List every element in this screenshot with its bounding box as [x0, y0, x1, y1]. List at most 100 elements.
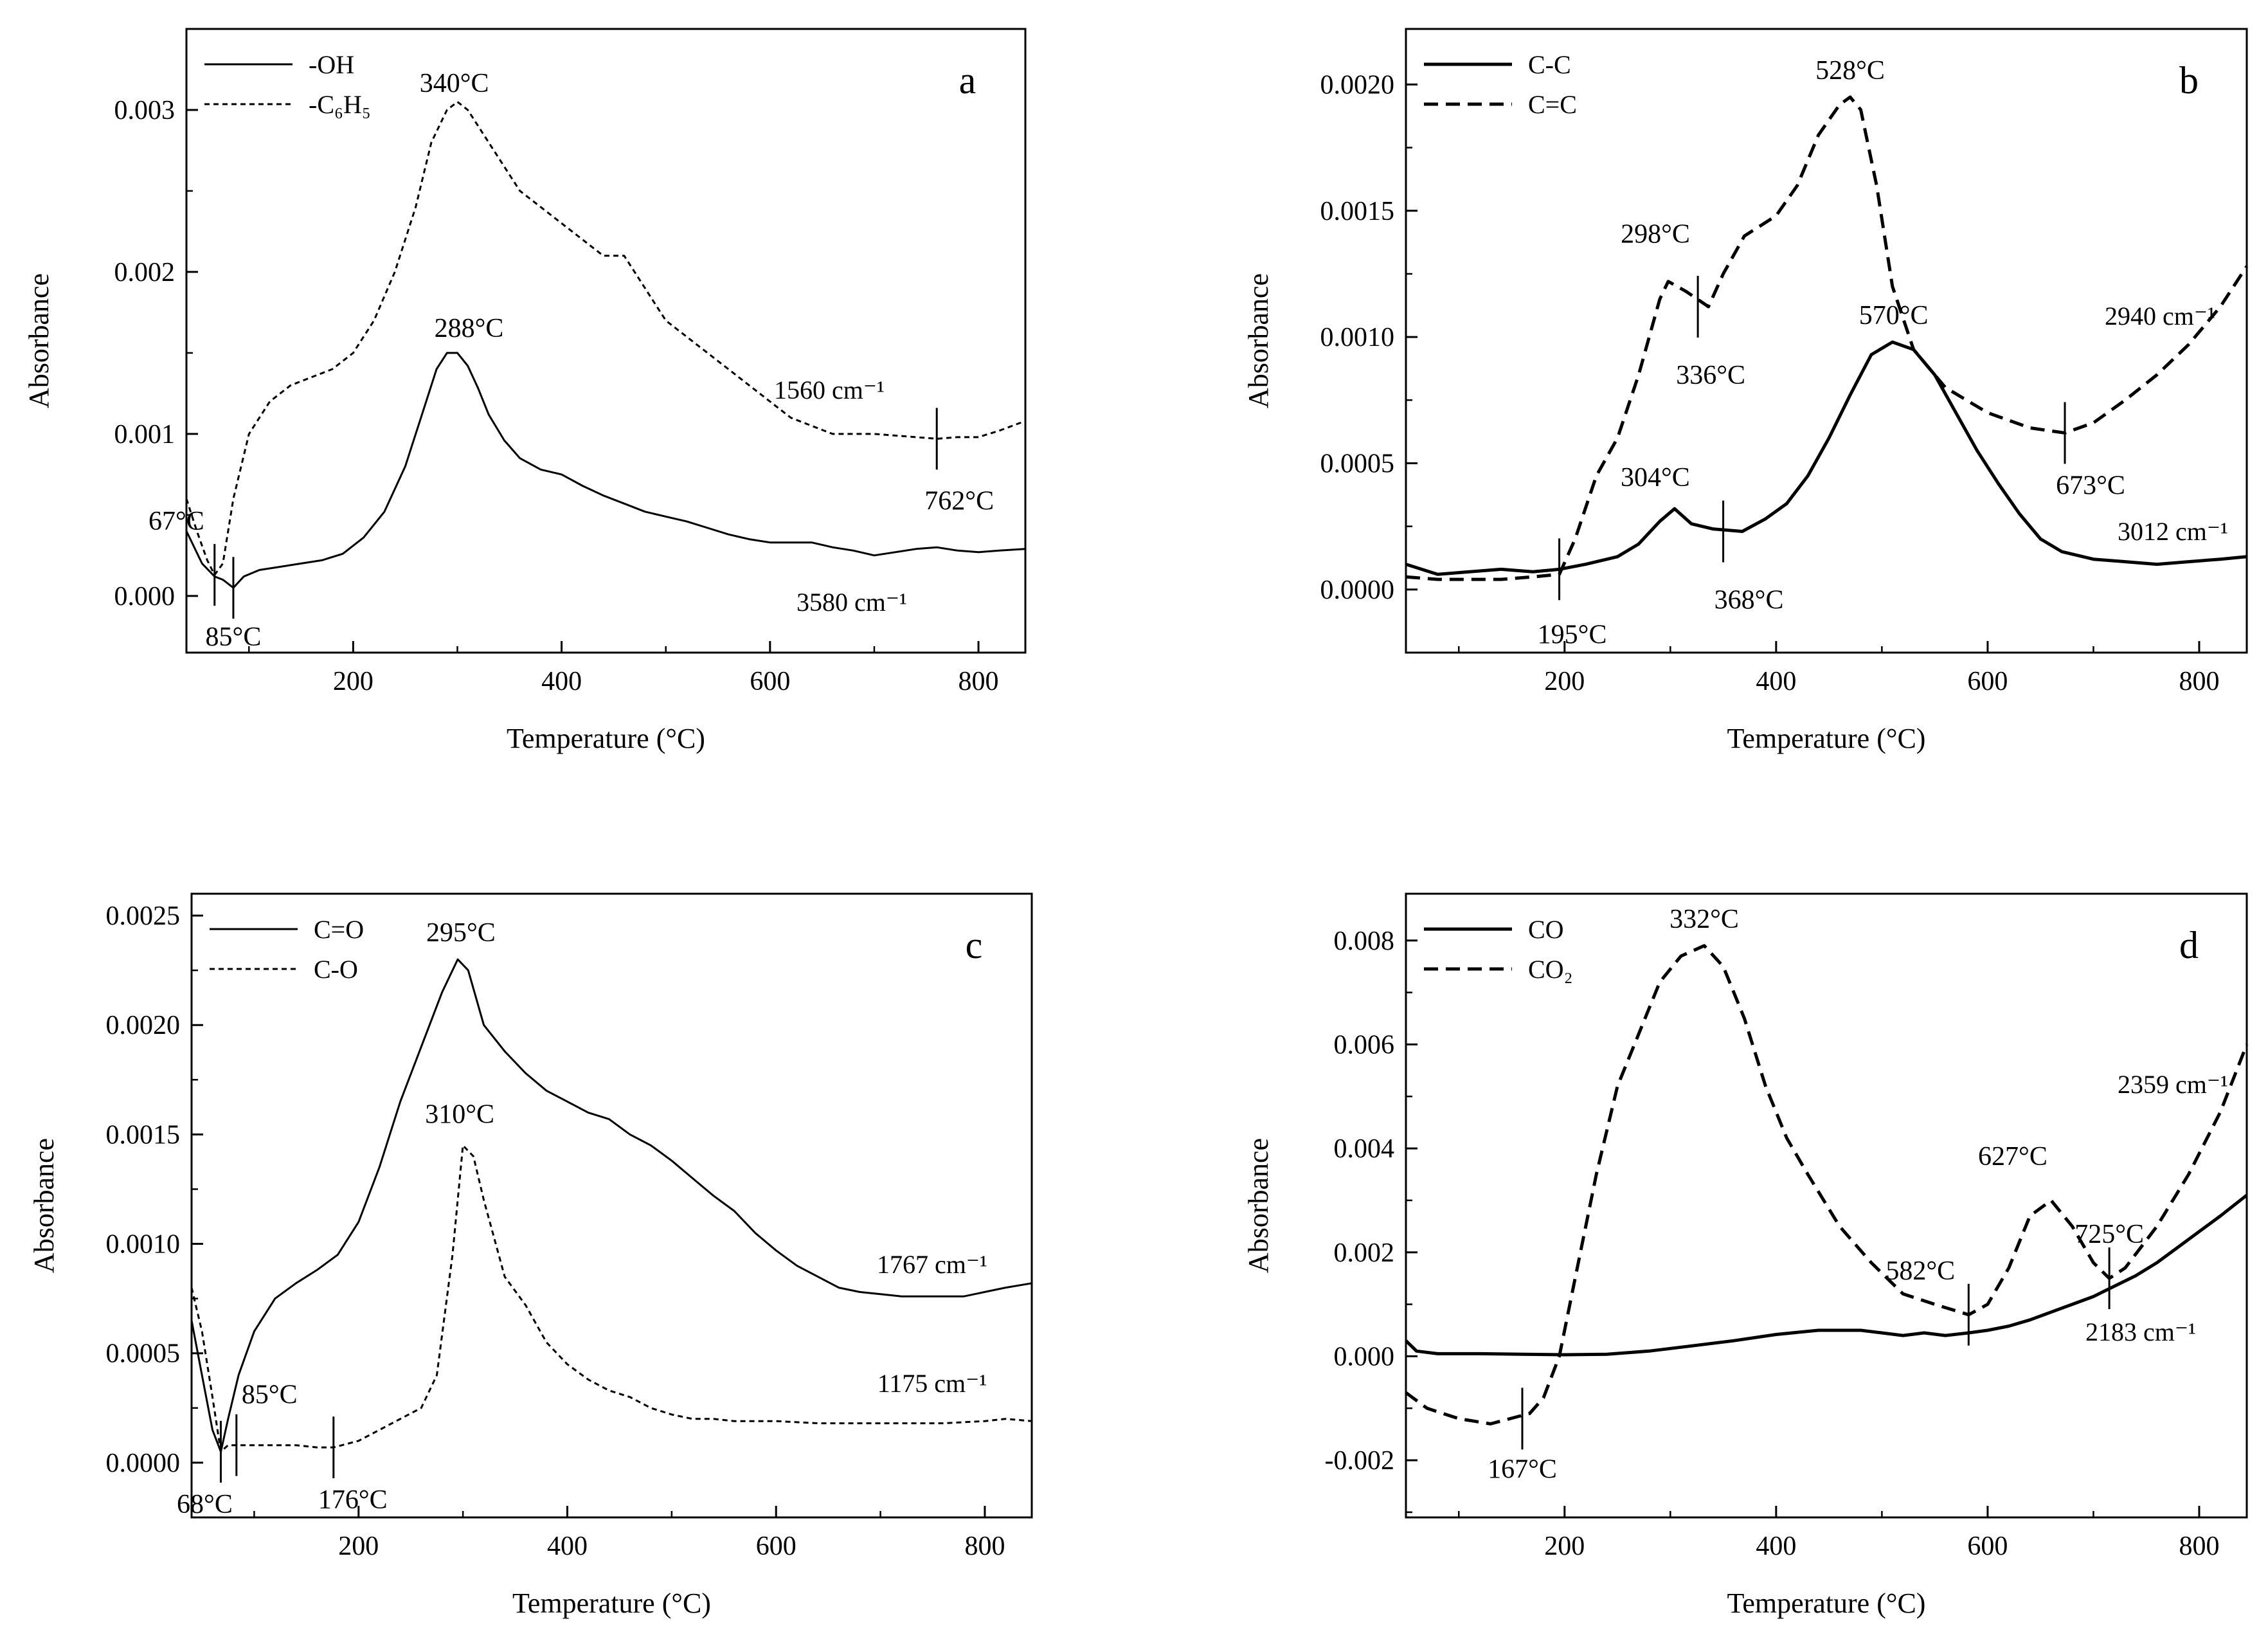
- x-tick-label: 600: [1967, 1532, 2008, 1561]
- x-axis-title: Temperature (°C): [1727, 1587, 1926, 1619]
- legend-label: CO: [1528, 915, 1564, 944]
- wavenumber-label: 1175 cm⁻¹: [878, 1369, 987, 1398]
- peak-annotation: 570°C: [1859, 301, 1929, 330]
- y-tick-label: 0.004: [1334, 1134, 1395, 1164]
- series-line-cc: [1405, 95, 2249, 581]
- x-axis-title: Temperature (°C): [512, 1587, 711, 1619]
- y-tick-label: 0.0010: [106, 1230, 181, 1260]
- peak-annotation: 288°C: [435, 314, 504, 343]
- legend-label: C=C: [1528, 90, 1577, 119]
- y-tick-label: 0.0020: [1320, 70, 1395, 100]
- y-tick-label: 0.0015: [106, 1120, 181, 1150]
- legend-label: C=O: [314, 915, 364, 944]
- plot-frame: [1405, 892, 2248, 1519]
- wavenumber-label: 2359 cm⁻¹: [2118, 1070, 2228, 1099]
- panel-a: 200 400 600 800 0.000 0.001 0.002 0.003 Temperat…: [23, 28, 1027, 754]
- y-tick-label: 0.0025: [106, 901, 181, 931]
- series-line-ch: [185, 100, 1026, 576]
- x-tick-label: 400: [1756, 667, 1796, 696]
- peak-annotation: 298°C: [1621, 220, 1690, 249]
- peak-annotation: 68°C: [177, 1490, 233, 1519]
- wavenumber-label: 1560 cm⁻¹: [774, 375, 885, 404]
- x-tick-label: 600: [756, 1532, 797, 1561]
- y-axis-title: Absorbance: [28, 1138, 60, 1273]
- x-tick-label: 600: [750, 667, 790, 696]
- panel-d: 200 400 600 800 -0.002 0.000 0.002 0.004 0.006 0.…: [1243, 892, 2249, 1619]
- y-tick-label: 0.0005: [1320, 449, 1395, 478]
- y-tick-label: 0.008: [1334, 927, 1395, 956]
- x-tick-label: 800: [964, 1532, 1005, 1561]
- peak-annotation: 85°C: [206, 622, 262, 652]
- y-tick-label: 0.003: [114, 96, 176, 125]
- x-tick-label: 200: [1544, 1532, 1585, 1561]
- panel-letter: c: [966, 924, 983, 966]
- y-axis-title: Absorbance: [1243, 273, 1274, 408]
- plot-frame: [1405, 28, 2248, 654]
- y-tick-label: 0.0005: [106, 1339, 181, 1369]
- series-line-cc: [1405, 340, 2247, 576]
- y-tick-label: 0.002: [114, 258, 176, 287]
- series-line-co: [190, 1144, 1032, 1453]
- x-tick-label: 400: [541, 667, 582, 696]
- legend-label: C-O: [314, 955, 358, 984]
- x-tick-label: 800: [2179, 1532, 2219, 1561]
- peak-annotation: 528°C: [1815, 56, 1885, 86]
- x-tick-label: 200: [333, 667, 374, 696]
- y-axis-title: Absorbance: [1243, 1138, 1274, 1273]
- x-tick-label: 200: [1544, 667, 1585, 696]
- x-axis-title: Temperature (°C): [507, 723, 705, 754]
- x-tick-label: 400: [1756, 1532, 1796, 1561]
- peak-annotation: 295°C: [426, 918, 496, 948]
- wavenumber-label: 3012 cm⁻¹: [2118, 517, 2228, 546]
- x-tick-label: 800: [959, 667, 999, 696]
- peak-annotation: 368°C: [1715, 585, 1784, 615]
- legend-label: -OH: [309, 50, 354, 79]
- peak-annotation: 310°C: [425, 1099, 494, 1129]
- wavenumber-label: 1767 cm⁻¹: [877, 1250, 987, 1279]
- peak-annotation: 340°C: [420, 69, 489, 98]
- y-tick-label: 0.006: [1334, 1030, 1395, 1060]
- wavenumber-label: 2183 cm⁻¹: [2085, 1317, 2196, 1346]
- y-axis-title: Absorbance: [23, 273, 55, 408]
- y-tick-label: 0.0000: [106, 1449, 181, 1478]
- legend-label: C-C: [1528, 50, 1571, 79]
- x-tick-label: 800: [2179, 667, 2219, 696]
- plot-frame: [185, 28, 1027, 654]
- peak-annotation: 582°C: [1886, 1256, 1955, 1286]
- panel-c: 200 400 600 800 0.0000 0.0005 0.0010 0.0015 0.00…: [28, 892, 1033, 1619]
- series-line-co: [1405, 944, 2249, 1425]
- peak-annotation: 332°C: [1670, 905, 1739, 934]
- peak-annotation: 67°C: [148, 507, 204, 536]
- peak-annotation: 176°C: [318, 1485, 388, 1515]
- x-tick-label: 600: [1967, 667, 2008, 696]
- panel-b: 200 400 600 800 0.0000 0.0005 0.0010 0.0015 0.00…: [1243, 28, 2249, 754]
- peak-annotation: 195°C: [1538, 620, 1607, 649]
- y-tick-label: 0.002: [1334, 1238, 1395, 1268]
- y-tick-label: 0.0020: [106, 1011, 181, 1040]
- peak-annotation: 673°C: [2056, 471, 2125, 500]
- peak-annotation: 725°C: [2074, 1220, 2144, 1249]
- x-axis-title: Temperature (°C): [1727, 723, 1926, 754]
- x-tick-label: 200: [338, 1532, 379, 1561]
- y-tick-label: 0.0010: [1320, 323, 1395, 352]
- legend-label: CO₂: [1528, 955, 1573, 984]
- panel-letter: d: [2179, 924, 2199, 966]
- y-tick-label: -0.002: [1325, 1446, 1395, 1476]
- wavenumber-label: 3580 cm⁻¹: [797, 588, 907, 617]
- wavenumber-label: 2940 cm⁻¹: [2105, 302, 2215, 330]
- y-tick-label: 0.0015: [1320, 197, 1395, 226]
- y-tick-label: 0.001: [114, 420, 176, 449]
- y-tick-label: 0.000: [1334, 1342, 1395, 1371]
- peak-annotation: 167°C: [1488, 1454, 1557, 1484]
- peak-annotation: 336°C: [1676, 361, 1745, 390]
- peak-annotation: 85°C: [242, 1380, 298, 1410]
- peak-annotation: 762°C: [924, 486, 994, 516]
- plot-frame: [190, 892, 1033, 1519]
- y-tick-label: 0.000: [114, 582, 176, 611]
- y-tick-label: 0.0000: [1320, 575, 1395, 605]
- peak-annotation: 627°C: [1978, 1142, 2048, 1171]
- series-line-co: [190, 958, 1032, 1453]
- panel-letter: a: [959, 59, 977, 102]
- legend-label: -C₆H₅: [309, 90, 371, 119]
